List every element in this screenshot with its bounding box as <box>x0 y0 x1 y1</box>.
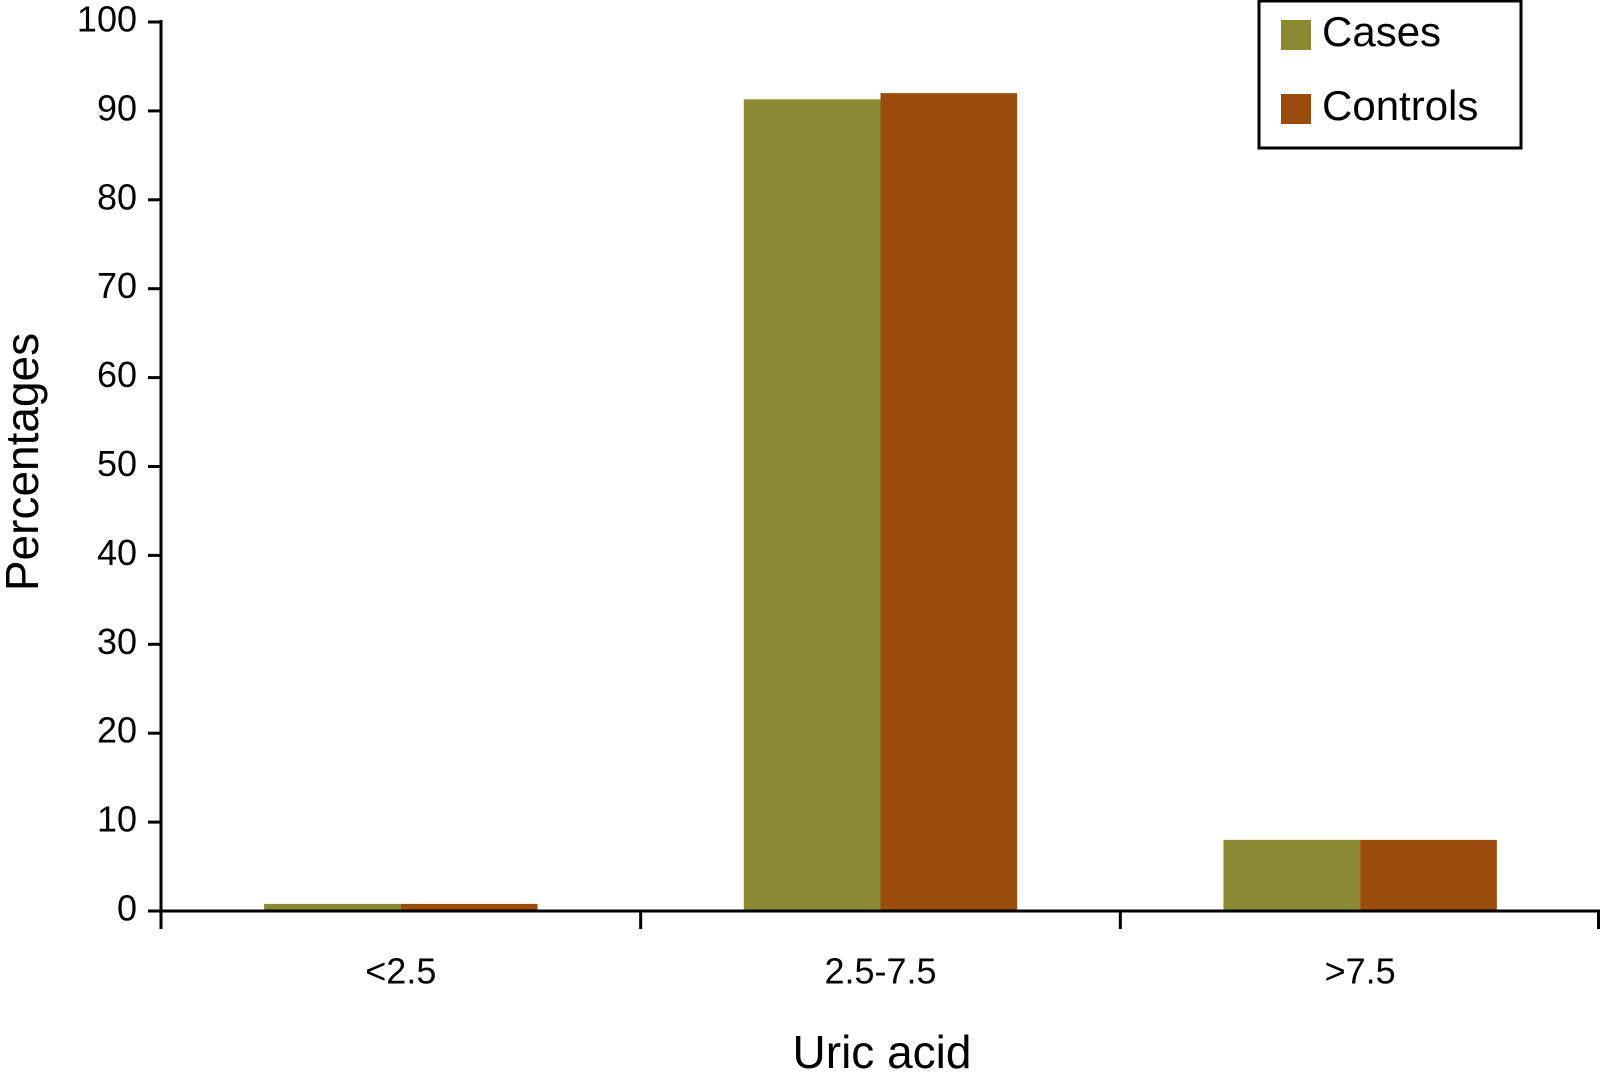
y-tick-label: 10 <box>97 799 137 840</box>
y-tick-label: 30 <box>97 621 137 662</box>
bar <box>880 93 1018 912</box>
legend-label: Controls <box>1322 82 1478 129</box>
bar <box>743 99 881 911</box>
x-tick-label: >7.5 <box>1325 951 1396 992</box>
y-tick-label: 0 <box>117 888 137 929</box>
legend-swatch <box>1281 20 1311 50</box>
y-tick-label: 20 <box>97 710 137 751</box>
x-tick-label: 2.5-7.5 <box>824 951 936 992</box>
y-tick-label: 90 <box>97 87 137 128</box>
y-tick-label: 60 <box>97 354 137 395</box>
y-tick-label: 50 <box>97 443 137 484</box>
y-tick-label: 40 <box>97 532 137 573</box>
bar <box>1223 839 1361 911</box>
bar <box>264 903 401 911</box>
y-tick-label: 70 <box>97 265 137 306</box>
x-tick-label: <2.5 <box>365 951 436 992</box>
y-tick-label: 80 <box>97 176 137 217</box>
y-tick-label: 100 <box>77 0 137 40</box>
legend-swatch <box>1281 94 1311 124</box>
y-axis-label: Percentages <box>0 333 48 591</box>
x-axis-label: Uric acid <box>793 1026 972 1078</box>
bar <box>1360 839 1497 911</box>
bar <box>400 903 538 911</box>
legend-label: Cases <box>1322 8 1441 55</box>
